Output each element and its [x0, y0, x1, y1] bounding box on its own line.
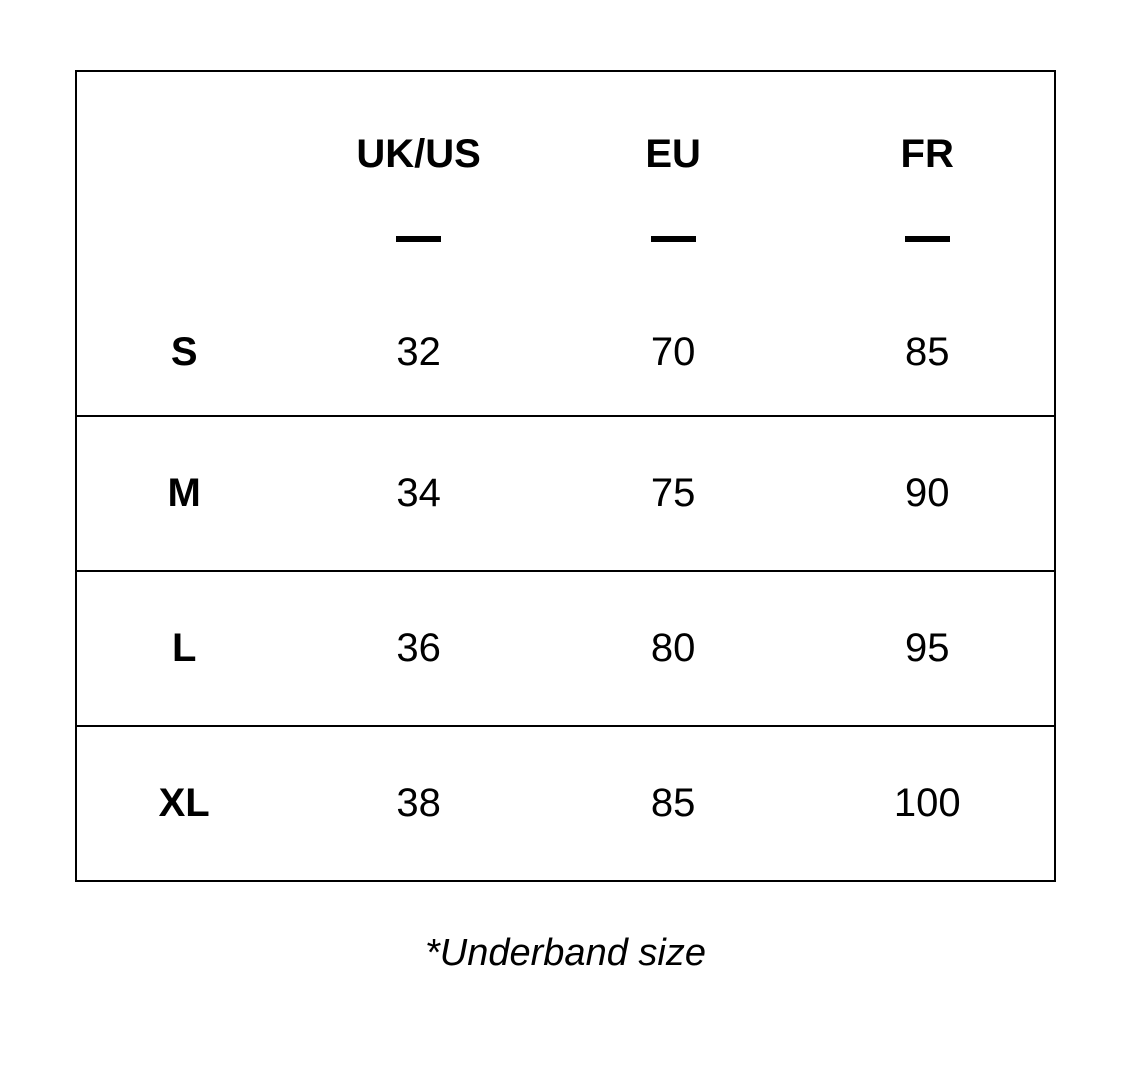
cell-ukus: 38 [291, 726, 546, 881]
cell-eu: 80 [546, 571, 801, 726]
cell-ukus: 36 [291, 571, 546, 726]
cell-ukus: 34 [291, 416, 546, 571]
cell-eu: 85 [546, 726, 801, 881]
cell-eu: 75 [546, 416, 801, 571]
header-ukus: UK/US [291, 71, 546, 271]
size-label: M [76, 416, 291, 571]
header-underline [651, 236, 696, 242]
table-header-row: UK/US EU FR [76, 71, 1055, 271]
table-row: S 32 70 85 [76, 271, 1055, 416]
header-empty [76, 71, 291, 271]
size-label: S [76, 271, 291, 416]
header-underline [396, 236, 441, 242]
size-label: L [76, 571, 291, 726]
cell-fr: 95 [800, 571, 1055, 726]
header-fr: FR [800, 71, 1055, 271]
footnote: *Underband size [75, 932, 1056, 975]
cell-fr: 90 [800, 416, 1055, 571]
cell-fr: 85 [800, 271, 1055, 416]
table-row: L 36 80 95 [76, 571, 1055, 726]
cell-eu: 70 [546, 271, 801, 416]
header-underline [905, 236, 950, 242]
table-row: M 34 75 90 [76, 416, 1055, 571]
header-eu: EU [546, 71, 801, 271]
header-label-fr: FR [800, 132, 1054, 177]
size-label: XL [76, 726, 291, 881]
cell-ukus: 32 [291, 271, 546, 416]
size-chart-table: UK/US EU FR S 32 70 85 M 34 75 90 [75, 70, 1056, 882]
table-row: XL 38 85 100 [76, 726, 1055, 881]
cell-fr: 100 [800, 726, 1055, 881]
header-label-ukus: UK/US [291, 132, 546, 177]
header-label-eu: EU [546, 132, 801, 177]
